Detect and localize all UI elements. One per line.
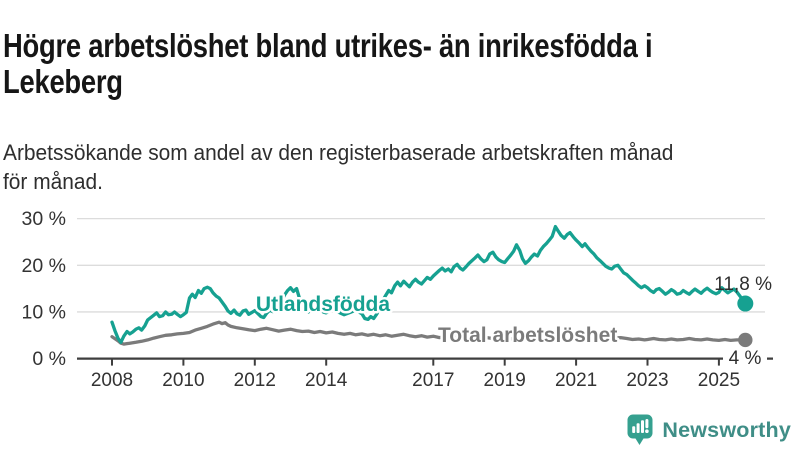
series-line-total-arbetsloshet [110,320,747,346]
x-axis-label-2008: 2008 [91,370,133,391]
logo-bar-chart-glyph [632,419,650,433]
series-label-utlandsfodda: Utlandsfödda [256,293,390,316]
logo-exclamation-bar [645,419,649,429]
x-axis-label-2021: 2021 [555,370,597,391]
series-end-dot-total-arbetsloshet [738,332,753,348]
newsworthy-logo-icon [627,414,653,445]
end-value-label-utlandsfodda: 11,8 % [714,274,772,295]
newsworthy-logo[interactable]: Newsworthy [627,414,791,446]
x-axis-label-2023: 2023 [626,370,668,391]
chart-title-line-1: Högre arbetslöshet bland utrikes- än inr… [3,27,653,65]
x-axis-label-2025: 2025 [698,370,740,391]
logo-exclamation-dot [645,429,650,433]
y-axis-label-30: 30 % [22,208,66,230]
chart-subtitle-line-2: för månad. [3,169,103,194]
x-axis-label-2014: 2014 [305,370,348,391]
y-axis-label-0: 0 % [32,348,66,370]
newsworthy-logo-text: Newsworthy [662,417,791,442]
chart-title-line-2: Lekeberg [3,63,123,101]
end-value-label-bg-total-arbetsloshet [723,349,767,367]
logo-bubble-shape [627,414,653,445]
series-line-utlandsfodda [110,224,747,344]
chart-subtitle: Arbetssökande som andel av den registerb… [3,138,673,196]
x-axis-label-2010: 2010 [162,370,204,391]
series-label-total-arbetsloshet: Total arbetslöshet [438,324,617,347]
series-end-dot-utlandsfodda [737,295,754,312]
x-axis-label-2017: 2017 [412,370,454,391]
x-axis-label-2019: 2019 [484,370,526,391]
end-value-label-total-arbetsloshet: 4 % [729,348,762,369]
y-axis-label-10: 10 % [22,301,66,323]
x-axis-label-2012: 2012 [234,370,276,391]
chart-title: Högre arbetslöshet bland utrikes- än inr… [3,27,653,101]
chart-subtitle-line-1: Arbetssökande som andel av den registerb… [3,140,674,165]
y-axis-label-20: 20 % [22,255,66,277]
